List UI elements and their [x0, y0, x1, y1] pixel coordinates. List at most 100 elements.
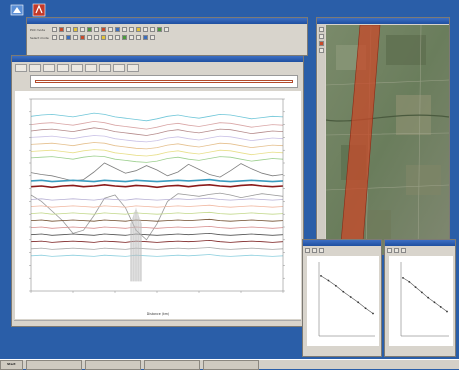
- pointer-icon[interactable]: [52, 35, 57, 40]
- lasso-icon[interactable]: [59, 35, 64, 40]
- desktop-icon-app[interactable]: [10, 3, 24, 17]
- zoom-in-icon[interactable]: [66, 27, 71, 32]
- series-line-15: [30, 218, 284, 222]
- tab-3[interactable]: [43, 64, 55, 72]
- copy-icon[interactable]: [87, 35, 92, 40]
- marker-icon[interactable]: [101, 35, 106, 40]
- right-axis: [283, 98, 285, 292]
- taskbar-item-1[interactable]: [25, 359, 82, 370]
- table-icon[interactable]: [129, 35, 134, 40]
- small-window-1-titlebar: [303, 240, 381, 246]
- pan-tool-icon[interactable]: [59, 27, 64, 32]
- help-icon[interactable]: [164, 27, 169, 32]
- overview-strip[interactable]: [30, 75, 298, 88]
- small-scatter-1[interactable]: [307, 256, 379, 346]
- chart-icon[interactable]: [115, 27, 120, 32]
- series-line-5: [30, 142, 284, 150]
- profile-chart[interactable]: Distance (km): [15, 91, 301, 319]
- x-axis: [30, 291, 284, 293]
- red-app-icon: [32, 3, 46, 17]
- redo-icon[interactable]: [115, 35, 120, 40]
- tab-5[interactable]: [71, 64, 83, 72]
- toolbar-row-2: Select mode: [30, 35, 307, 40]
- map-zoom-icon[interactable]: [319, 34, 324, 39]
- paste-icon[interactable]: [94, 35, 99, 40]
- select-tool-icon[interactable]: [80, 27, 85, 32]
- toolbar-row-1: Plot mode: [30, 27, 307, 32]
- taskbar-item-2[interactable]: [84, 359, 141, 370]
- scatter-point: [427, 296, 430, 299]
- map-toolbar: [318, 25, 325, 253]
- tab-7[interactable]: [99, 64, 111, 72]
- line-tool-icon[interactable]: [73, 35, 78, 40]
- small1-save-icon[interactable]: [319, 248, 324, 253]
- small2-zoom-icon[interactable]: [387, 248, 392, 253]
- scatter-point: [349, 296, 352, 298]
- refresh-icon[interactable]: [157, 27, 162, 32]
- series-line-3: [30, 127, 284, 136]
- series-line-11: [30, 192, 284, 241]
- scatter-point: [342, 290, 345, 293]
- filter-icon[interactable]: [122, 35, 127, 40]
- scatter-point: [420, 291, 423, 294]
- x-axis-label: Distance (km): [147, 312, 169, 316]
- scatter-trend-line: [320, 275, 374, 314]
- main-profile-window: Distance (km): [11, 55, 304, 327]
- start-button[interactable]: Start: [0, 359, 23, 370]
- info-icon[interactable]: [150, 35, 155, 40]
- small2-save-icon[interactable]: [401, 248, 406, 253]
- zoom-out-icon[interactable]: [73, 27, 78, 32]
- series-line-4: [30, 135, 284, 143]
- map-icon[interactable]: [143, 35, 148, 40]
- export-icon[interactable]: [122, 27, 127, 32]
- tab-2[interactable]: [29, 64, 41, 72]
- satellite-map[interactable]: [326, 25, 449, 254]
- small-scatter-2[interactable]: [389, 256, 453, 346]
- desktop-icon-red[interactable]: [32, 3, 46, 17]
- undo-icon[interactable]: [108, 35, 113, 40]
- series-line-16: [30, 225, 284, 229]
- small1-zoom-icon[interactable]: [305, 248, 310, 253]
- scatter-point: [334, 284, 337, 287]
- tab-9[interactable]: [127, 64, 139, 72]
- box-select-icon[interactable]: [66, 35, 71, 40]
- spike-layer: [130, 207, 142, 282]
- ruler-icon[interactable]: [108, 27, 113, 32]
- tab-4[interactable]: [57, 64, 69, 72]
- print-icon[interactable]: [143, 27, 148, 32]
- toolbar-titlebar: [27, 18, 307, 24]
- layer-icon[interactable]: [87, 27, 92, 32]
- small2-pan-icon[interactable]: [394, 248, 399, 253]
- delete-icon[interactable]: [80, 35, 85, 40]
- toolbar-window: Plot mode Select mode: [26, 17, 308, 56]
- toolbar-row2-label: Select mode: [30, 35, 49, 40]
- grid-icon[interactable]: [94, 27, 99, 32]
- arrow-tool-icon[interactable]: [52, 27, 57, 32]
- map-pan-icon[interactable]: [319, 27, 324, 32]
- series-line-18: [30, 239, 284, 243]
- star-icon[interactable]: [136, 27, 141, 32]
- selected-corridor: [340, 25, 380, 254]
- scatter-point: [364, 307, 367, 310]
- map-titlebar: [317, 18, 449, 24]
- profile-icon[interactable]: [136, 35, 141, 40]
- save-icon[interactable]: [150, 27, 155, 32]
- chart-background: [15, 91, 301, 319]
- flag-icon[interactable]: [101, 27, 106, 32]
- small1-pan-icon[interactable]: [312, 248, 317, 253]
- tab-1[interactable]: [15, 64, 27, 72]
- taskbar-item-4[interactable]: [202, 359, 259, 370]
- map-measure-icon[interactable]: [319, 48, 324, 53]
- series-line-14: [30, 211, 284, 215]
- tab-6[interactable]: [85, 64, 97, 72]
- overview-range-bar[interactable]: [35, 80, 293, 83]
- main-titlebar: [12, 56, 303, 62]
- series-layer: [30, 112, 284, 257]
- app-logo-icon: [10, 4, 24, 16]
- series-line-6: [30, 149, 284, 157]
- taskbar-item-3[interactable]: [143, 359, 200, 370]
- tab-8[interactable]: [113, 64, 125, 72]
- map-select-icon[interactable]: [319, 41, 324, 46]
- settings-icon[interactable]: [129, 27, 134, 32]
- scatter-point: [408, 280, 411, 283]
